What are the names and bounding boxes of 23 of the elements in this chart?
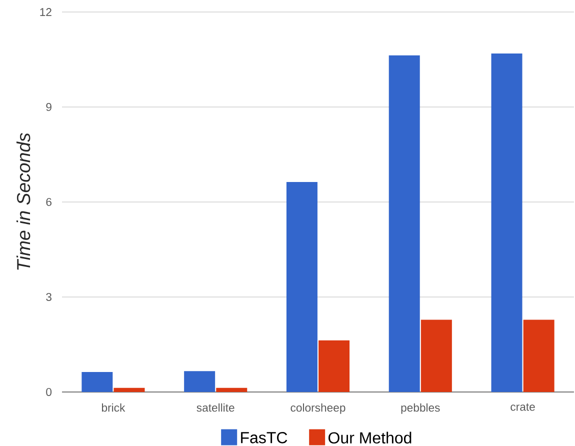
x-tick-label: brick — [102, 403, 126, 412]
bar — [82, 372, 113, 392]
x-tick-label: crate — [510, 403, 535, 411]
y-axis-title: Time in Seconds — [16, 132, 30, 270]
x-tick-label: pebbles — [401, 403, 440, 414]
y-tick-label: 9 — [46, 102, 52, 111]
x-tick-label: satellite — [196, 403, 234, 412]
x-tick-label: colorsheep — [290, 403, 346, 414]
bar — [114, 388, 145, 392]
legend-label: FasTC — [241, 432, 288, 444]
bar — [523, 320, 554, 392]
y-tick-label: 3 — [46, 292, 52, 301]
bar — [420, 320, 452, 392]
y-tick-label: 0 — [46, 388, 52, 396]
bar — [286, 182, 318, 392]
bar — [388, 55, 420, 392]
y-tick-label: 6 — [46, 198, 52, 206]
bar — [491, 53, 522, 392]
bar — [318, 340, 350, 392]
y-tick-label: 12 — [40, 8, 52, 16]
bar — [184, 371, 216, 392]
legend-label: Our Method — [328, 432, 412, 444]
bar — [216, 388, 248, 392]
